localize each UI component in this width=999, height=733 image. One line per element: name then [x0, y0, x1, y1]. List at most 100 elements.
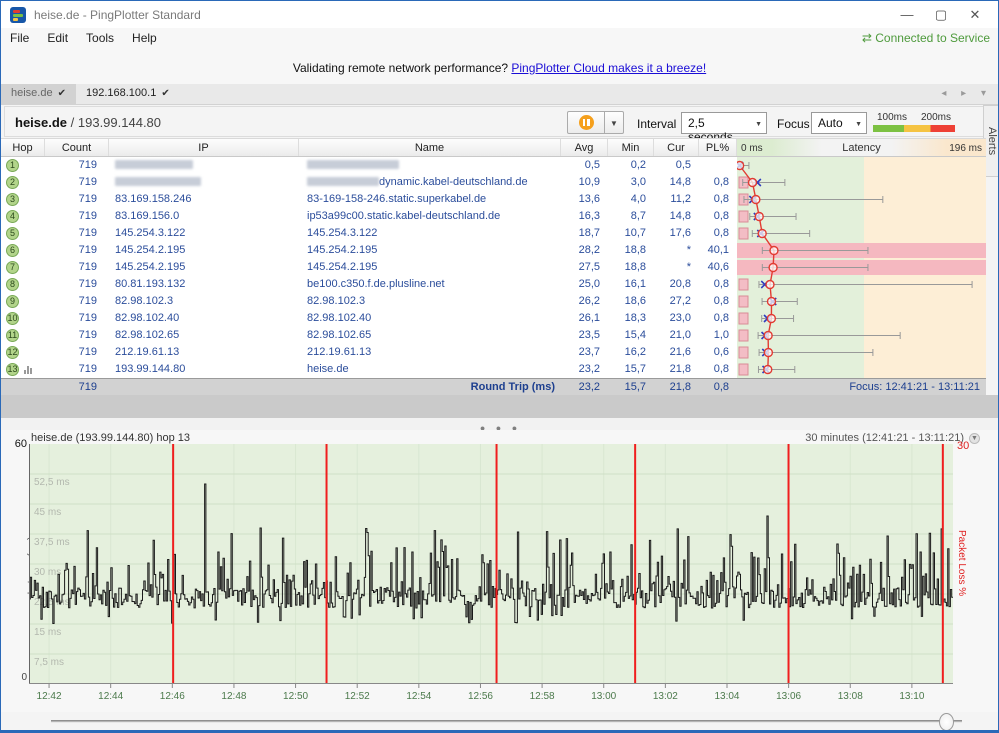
- target-title: heise.de / 193.99.144.80: [15, 115, 162, 130]
- svg-text:30 ms: 30 ms: [34, 567, 61, 578]
- interval-select[interactable]: 2,5 seconds ▼: [681, 112, 767, 144]
- hop-ip: 82.98.102.3: [115, 295, 174, 307]
- column-header-ip[interactable]: IP: [109, 139, 299, 156]
- check-icon: ✔: [161, 88, 170, 99]
- close-button[interactable]: ✕: [969, 6, 981, 22]
- hop-row-12[interactable]: 12 719 212.19.61.13 212.19.61.13 23,7 16,2 21,…: [1, 344, 737, 361]
- hop-row-2[interactable]: 2 719 dynamic.kabel-deutschland.de 10,9 3,0 1…: [1, 174, 737, 191]
- right-axis-max-label: 30: [957, 440, 970, 452]
- check-icon: ✔: [57, 88, 66, 99]
- chevron-down-icon[interactable]: ▼: [969, 433, 980, 444]
- y-axis-min-label: 0: [21, 672, 27, 683]
- hop-row-10[interactable]: 10 719 82.98.102.40 82.98.102.40 26,1 18,3 23,…: [1, 310, 737, 327]
- hop-avg: 23,5: [578, 329, 600, 341]
- promo-link[interactable]: PingPlotter Cloud makes it a breeze!: [511, 61, 707, 75]
- hop-row-6[interactable]: 6 719 145.254.2.195 145.254.2.195 28,2 18,8 * 4…: [1, 242, 737, 259]
- focus-select[interactable]: Auto ▼: [811, 112, 867, 134]
- hop-name: ip53a99c00.static.kabel-deutschland.de: [307, 210, 501, 222]
- pause-dropdown-button[interactable]: ▼: [605, 111, 624, 134]
- chevron-down-icon: ▼: [855, 121, 862, 128]
- app-logo-icon: [10, 7, 26, 23]
- svg-text:12:48: 12:48: [221, 691, 246, 702]
- hop-name: 145.254.3.122: [307, 227, 378, 239]
- hop-row-1[interactable]: 1 719 0,5 0,2 0,5: [1, 157, 737, 174]
- hop-trace-table: Hop Count IP Name Avg Min Cur PL% 0 ms Latency …: [1, 138, 986, 395]
- pause-button[interactable]: [567, 111, 605, 134]
- menu-item-tools[interactable]: Tools: [86, 31, 115, 45]
- minimize-button[interactable]: —: [900, 7, 914, 22]
- hop-number-badge: 11: [6, 329, 19, 342]
- svg-text:37,5 ms: 37,5 ms: [34, 537, 70, 548]
- hop-min: 18,8: [624, 261, 646, 273]
- hop-ip: 145.254.3.122: [115, 227, 186, 239]
- hop-pl: 0,8: [713, 210, 729, 222]
- hop-number-badge: 10: [6, 312, 19, 325]
- svg-text:45 ms: 45 ms: [34, 507, 61, 518]
- svg-text:12:56: 12:56: [468, 691, 493, 702]
- hop-row-5[interactable]: 5 719 145.254.3.122 145.254.3.122 18,7 10,7 17…: [1, 225, 737, 242]
- hop-min: 0,2: [630, 159, 646, 171]
- hop-ip: 145.254.2.195: [115, 261, 186, 273]
- svg-text:7,5 ms: 7,5 ms: [34, 657, 64, 668]
- column-header-pl[interactable]: PL%: [699, 139, 737, 156]
- hop-row-8[interactable]: 8 719 80.81.193.132 be100.c350.f.de.pluslin…: [1, 276, 737, 293]
- hop-ip: 83.169.158.246: [115, 193, 192, 205]
- hop-count: 719: [78, 363, 97, 375]
- hop-avg: 25,0: [578, 278, 600, 290]
- hop-min: 3,0: [630, 176, 646, 188]
- menu-item-edit[interactable]: Edit: [47, 31, 69, 45]
- hop-avg: 18,7: [578, 227, 600, 239]
- hop-count: 719: [78, 261, 97, 273]
- hop-row-9[interactable]: 9 719 82.98.102.3 82.98.102.3 26,2 18,6 27,2 0,…: [1, 293, 737, 310]
- hop-row-11[interactable]: 11 719 82.98.102.65 82.98.102.65 23,5 15,4 21,…: [1, 327, 737, 344]
- column-header-avg[interactable]: Avg: [561, 139, 608, 156]
- hop-ip: 212.19.61.13: [115, 346, 180, 358]
- hop-row-3[interactable]: 3 719 83.169.158.246 83-169-158-246.static.…: [1, 191, 737, 208]
- menu-bar: File Edit Tools Help ⇄ Connected to Service: [1, 28, 998, 48]
- hop-number-badge: 12: [6, 346, 19, 359]
- hop-cur: 0,5: [675, 159, 691, 171]
- column-header-name[interactable]: Name: [299, 139, 561, 156]
- menu-item-help[interactable]: Help: [132, 31, 157, 45]
- hop-count: 719: [78, 193, 97, 205]
- time-scrollbar-thumb[interactable]: [939, 713, 954, 731]
- hop-pl: 0,8: [713, 176, 729, 188]
- timeline-graph-pane: heise.de (193.99.144.80) hop 13 30 minut…: [1, 430, 998, 712]
- target-tab-heise.de[interactable]: heise.de ✔: [1, 84, 76, 105]
- hop-number-badge: 1: [6, 159, 19, 172]
- latency-column-header[interactable]: 0 ms Latency 196 ms: [737, 138, 986, 157]
- hop-avg: 28,2: [578, 244, 600, 256]
- pane-splitter[interactable]: ● ● ●: [1, 418, 998, 433]
- hop-row-7[interactable]: 7 719 145.254.2.195 145.254.2.195 27,5 18,8 * 4…: [1, 259, 737, 276]
- hop-min: 10,7: [624, 227, 646, 239]
- hop-row-13[interactable]: 13 719 193.99.144.80 heise.de 23,2 15,7 21,8 0,…: [1, 361, 737, 378]
- hop-count: 719: [78, 176, 97, 188]
- hop-row-4[interactable]: 4 719 83.169.156.0 ip53a99c00.static.kabel-…: [1, 208, 737, 225]
- hop-avg: 16,3: [578, 210, 600, 222]
- hop-pl: 0,8: [713, 193, 729, 205]
- column-header-hop[interactable]: Hop: [1, 139, 45, 156]
- menu-item-file[interactable]: File: [10, 31, 30, 45]
- title-bar: heise.de - PingPlotter Standard — ▢ ✕: [1, 1, 998, 28]
- y-axis-max-label: 60: [14, 438, 27, 450]
- hop-latency-chart: [734, 160, 986, 376]
- column-header-min[interactable]: Min: [608, 139, 654, 156]
- svg-text:13:06: 13:06: [776, 691, 801, 702]
- hop-min: 16,2: [624, 346, 646, 358]
- maximize-button[interactable]: ▢: [934, 6, 948, 22]
- hop-cur: 21,6: [669, 346, 691, 358]
- time-scrollbar-track[interactable]: [51, 720, 962, 723]
- timeline-plot-area[interactable]: 52,5 ms 45 ms 37,5 ms 30 ms 22,5 ms 15 ms 7,5 …: [29, 444, 953, 702]
- pause-icon: [578, 115, 594, 130]
- hop-number-badge: 5: [6, 227, 19, 240]
- column-header-cur[interactable]: Cur: [654, 139, 699, 156]
- target-tab-192.168.100.1[interactable]: 192.168.100.1 ✔: [85, 87, 170, 99]
- hop-name: 82.98.102.65: [307, 329, 372, 341]
- tab-scroll-arrows-icon[interactable]: ◂ ▸ ▾: [941, 88, 992, 99]
- column-header-count[interactable]: Count: [45, 139, 109, 156]
- hop-count: 719: [78, 278, 97, 290]
- timeline-range-label[interactable]: 30 minutes (12:41:21 - 13:11:21): [805, 432, 964, 444]
- hop-avg: 13,6: [578, 193, 600, 205]
- hop-count: 719: [78, 312, 97, 324]
